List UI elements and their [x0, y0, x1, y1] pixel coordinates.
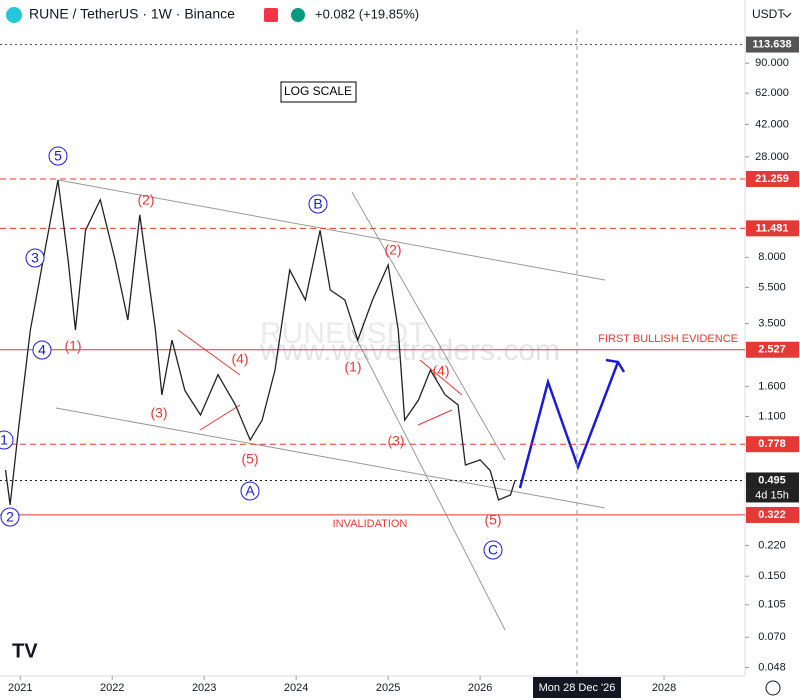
tv-logo: TV — [12, 640, 38, 662]
wave-label: C — [488, 542, 498, 558]
projection-arrowhead — [605, 358, 626, 373]
currency-caret[interactable] — [782, 12, 792, 18]
wave-label: (3) — [387, 433, 404, 449]
wave-label: 2 — [6, 509, 14, 525]
wave-label: (1) — [64, 338, 81, 354]
level-label-box — [746, 220, 799, 237]
x-tick-label: 2024 — [284, 682, 308, 694]
wave-label: (3) — [150, 405, 167, 421]
flag-icon[interactable] — [264, 8, 278, 22]
wave-circle — [308, 194, 328, 214]
y-tick-label: 0.105 — [758, 599, 786, 611]
wave-label: B — [313, 196, 322, 212]
symbol: RUNE / TetherUS · 1W · Binance — [29, 6, 235, 22]
crosshair-label: Mon 28 Dec '26 — [539, 682, 616, 694]
wave-circle — [240, 481, 260, 501]
level-label-box — [746, 506, 799, 523]
triangle-line — [199, 404, 241, 431]
channel-line — [57, 179, 606, 281]
level-label: 11.481 — [755, 222, 788, 234]
level-label: 113.638 — [752, 38, 791, 50]
price-change: +0.082 (+19.85%) — [315, 6, 419, 21]
level-label: 2.527 — [758, 344, 786, 356]
projection — [518, 361, 620, 489]
triangle-line — [417, 409, 453, 426]
triangle-line — [419, 359, 463, 396]
y-tick-label: 0.070 — [758, 631, 786, 643]
wave-label: 3 — [31, 250, 39, 266]
level-label-box — [746, 170, 799, 187]
y-tick-label: 0.150 — [758, 570, 786, 582]
y-tick-label: 1.100 — [758, 410, 786, 422]
note-box — [280, 81, 357, 103]
y-tick-label: 5.500 — [758, 281, 786, 293]
level-label-box — [746, 36, 799, 53]
x-tick-label: 2026 — [468, 682, 492, 694]
x-tick-label: 2028 — [652, 682, 676, 694]
x-tick-label: 2025 — [376, 682, 400, 694]
wave-label: 5 — [54, 148, 62, 164]
wave-circle — [0, 507, 20, 527]
triangle-line — [177, 329, 241, 376]
y-tick-label: 42.000 — [755, 118, 789, 130]
watermark: www.wavetraders.com — [259, 334, 560, 367]
channel-line — [55, 407, 606, 509]
wave-circle — [483, 540, 503, 560]
channel-line — [351, 329, 506, 631]
scale-note: LOG SCALE — [284, 84, 352, 98]
invalidation-note: INVALIDATION — [333, 518, 408, 530]
y-tick-label: 62.000 — [755, 87, 789, 99]
wave-circle — [32, 340, 52, 360]
y-tick-label: 28.000 — [755, 151, 789, 163]
wave-label: (2) — [384, 242, 401, 258]
y-tick-label: 0.220 — [758, 539, 786, 551]
wave-label: (5) — [484, 512, 501, 528]
settings-icon[interactable] — [765, 680, 781, 696]
wave-label: (4) — [432, 363, 449, 379]
level-label: 0.495 — [758, 474, 786, 486]
level-label-box — [746, 436, 799, 453]
x-tick-label: 2023 — [192, 682, 216, 694]
bullish-note: FIRST BULLISH EVIDENCE — [598, 333, 738, 345]
crosshair-label-box — [533, 677, 621, 698]
price-line — [4, 179, 516, 505]
y-tick-label: 3.500 — [758, 318, 786, 330]
x-tick-label: 2022 — [100, 682, 124, 694]
wave-circle — [25, 248, 45, 268]
wave-label: 1 — [0, 432, 8, 448]
status-dot — [291, 8, 305, 22]
y-tick-label: 90.000 — [755, 57, 789, 69]
channel-line — [351, 191, 506, 461]
y-tick-label: 0.048 — [758, 661, 786, 673]
wave-circle — [0, 430, 14, 450]
countdown-box — [746, 488, 799, 503]
level-label-box — [746, 472, 799, 489]
wave-label: (1) — [344, 359, 361, 375]
level-label-box — [746, 341, 799, 358]
countdown: 4d 15h — [755, 489, 789, 501]
wave-circle — [48, 146, 68, 166]
y-tick-label: 1.600 — [758, 380, 786, 392]
currency[interactable]: USDT — [752, 7, 785, 21]
level-label: 21.259 — [755, 173, 789, 185]
symbol-icon — [6, 7, 22, 23]
level-label: 0.778 — [758, 438, 786, 450]
wave-label: (2) — [137, 192, 154, 208]
wave-label: A — [245, 483, 255, 499]
level-label: 0.322 — [758, 509, 786, 521]
x-tick-label: 2021 — [8, 682, 32, 694]
y-tick-label: 8.000 — [758, 251, 786, 263]
wave-label: (4) — [231, 351, 248, 367]
wave-label: 4 — [38, 342, 46, 358]
wave-label: (5) — [241, 451, 258, 467]
